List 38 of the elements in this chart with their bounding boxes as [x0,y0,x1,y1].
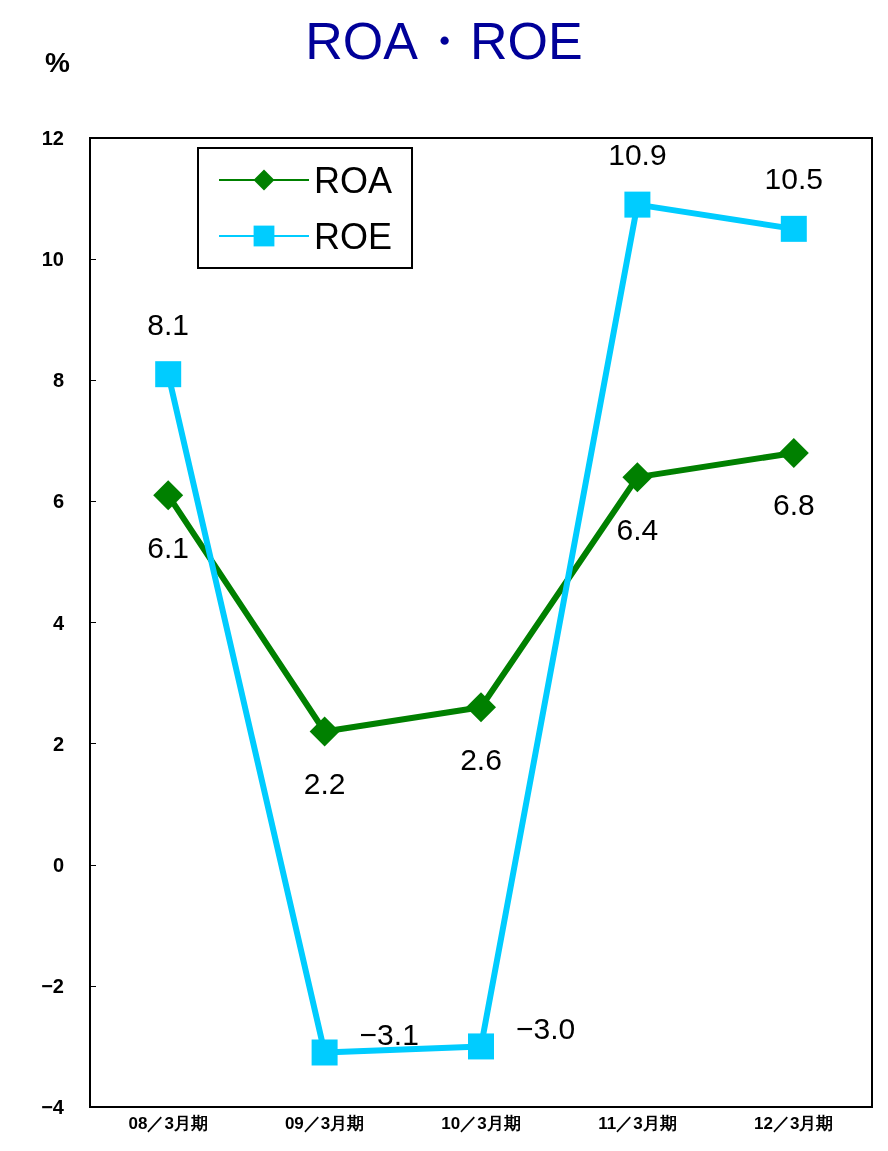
legend-label: ROA [314,159,393,201]
y-tick-label: −2 [41,974,64,997]
y-axis-title: % [45,46,71,78]
point [466,692,496,723]
data-label: 8.1 [147,307,190,341]
y-tick-label: 0 [52,853,64,876]
x-tick-label: 09／3月期 [284,1114,365,1133]
point [309,716,340,747]
data-label: −3.0 [516,1011,576,1045]
data-label: 10.5 [764,162,823,196]
x-tick-label: 08／3月期 [128,1114,208,1133]
x-tick-label: 12／3月期 [754,1114,834,1133]
point [153,480,184,511]
point [155,361,182,388]
point [780,215,807,242]
x-tick-label: 11／3月期 [598,1114,677,1133]
legend-label: ROE [314,215,393,257]
point [311,1039,338,1066]
y-tick-label: −4 [41,1096,65,1118]
x-tick-label: 10／3月期 [441,1114,521,1133]
point [624,191,651,218]
chart-title: ROA・ROE [305,12,583,70]
data-label: 2.6 [460,742,502,776]
point [622,462,653,493]
data-label: 6.1 [147,530,190,564]
data-label: −3.1 [359,1017,419,1051]
y-tick-label: 12 [41,127,64,149]
y-tick-label: 4 [52,611,65,634]
point [778,437,809,468]
y-tick-label: 10 [41,248,64,271]
y-tick-label: 8 [52,369,64,392]
y-tick-label: 2 [52,732,64,755]
point [468,1033,494,1060]
data-label: 2.2 [303,767,346,801]
y-tick-label: 6 [52,490,64,513]
data-label: 6.8 [772,488,815,522]
data-label: 6.4 [616,512,659,546]
data-label: 10.9 [608,138,667,172]
